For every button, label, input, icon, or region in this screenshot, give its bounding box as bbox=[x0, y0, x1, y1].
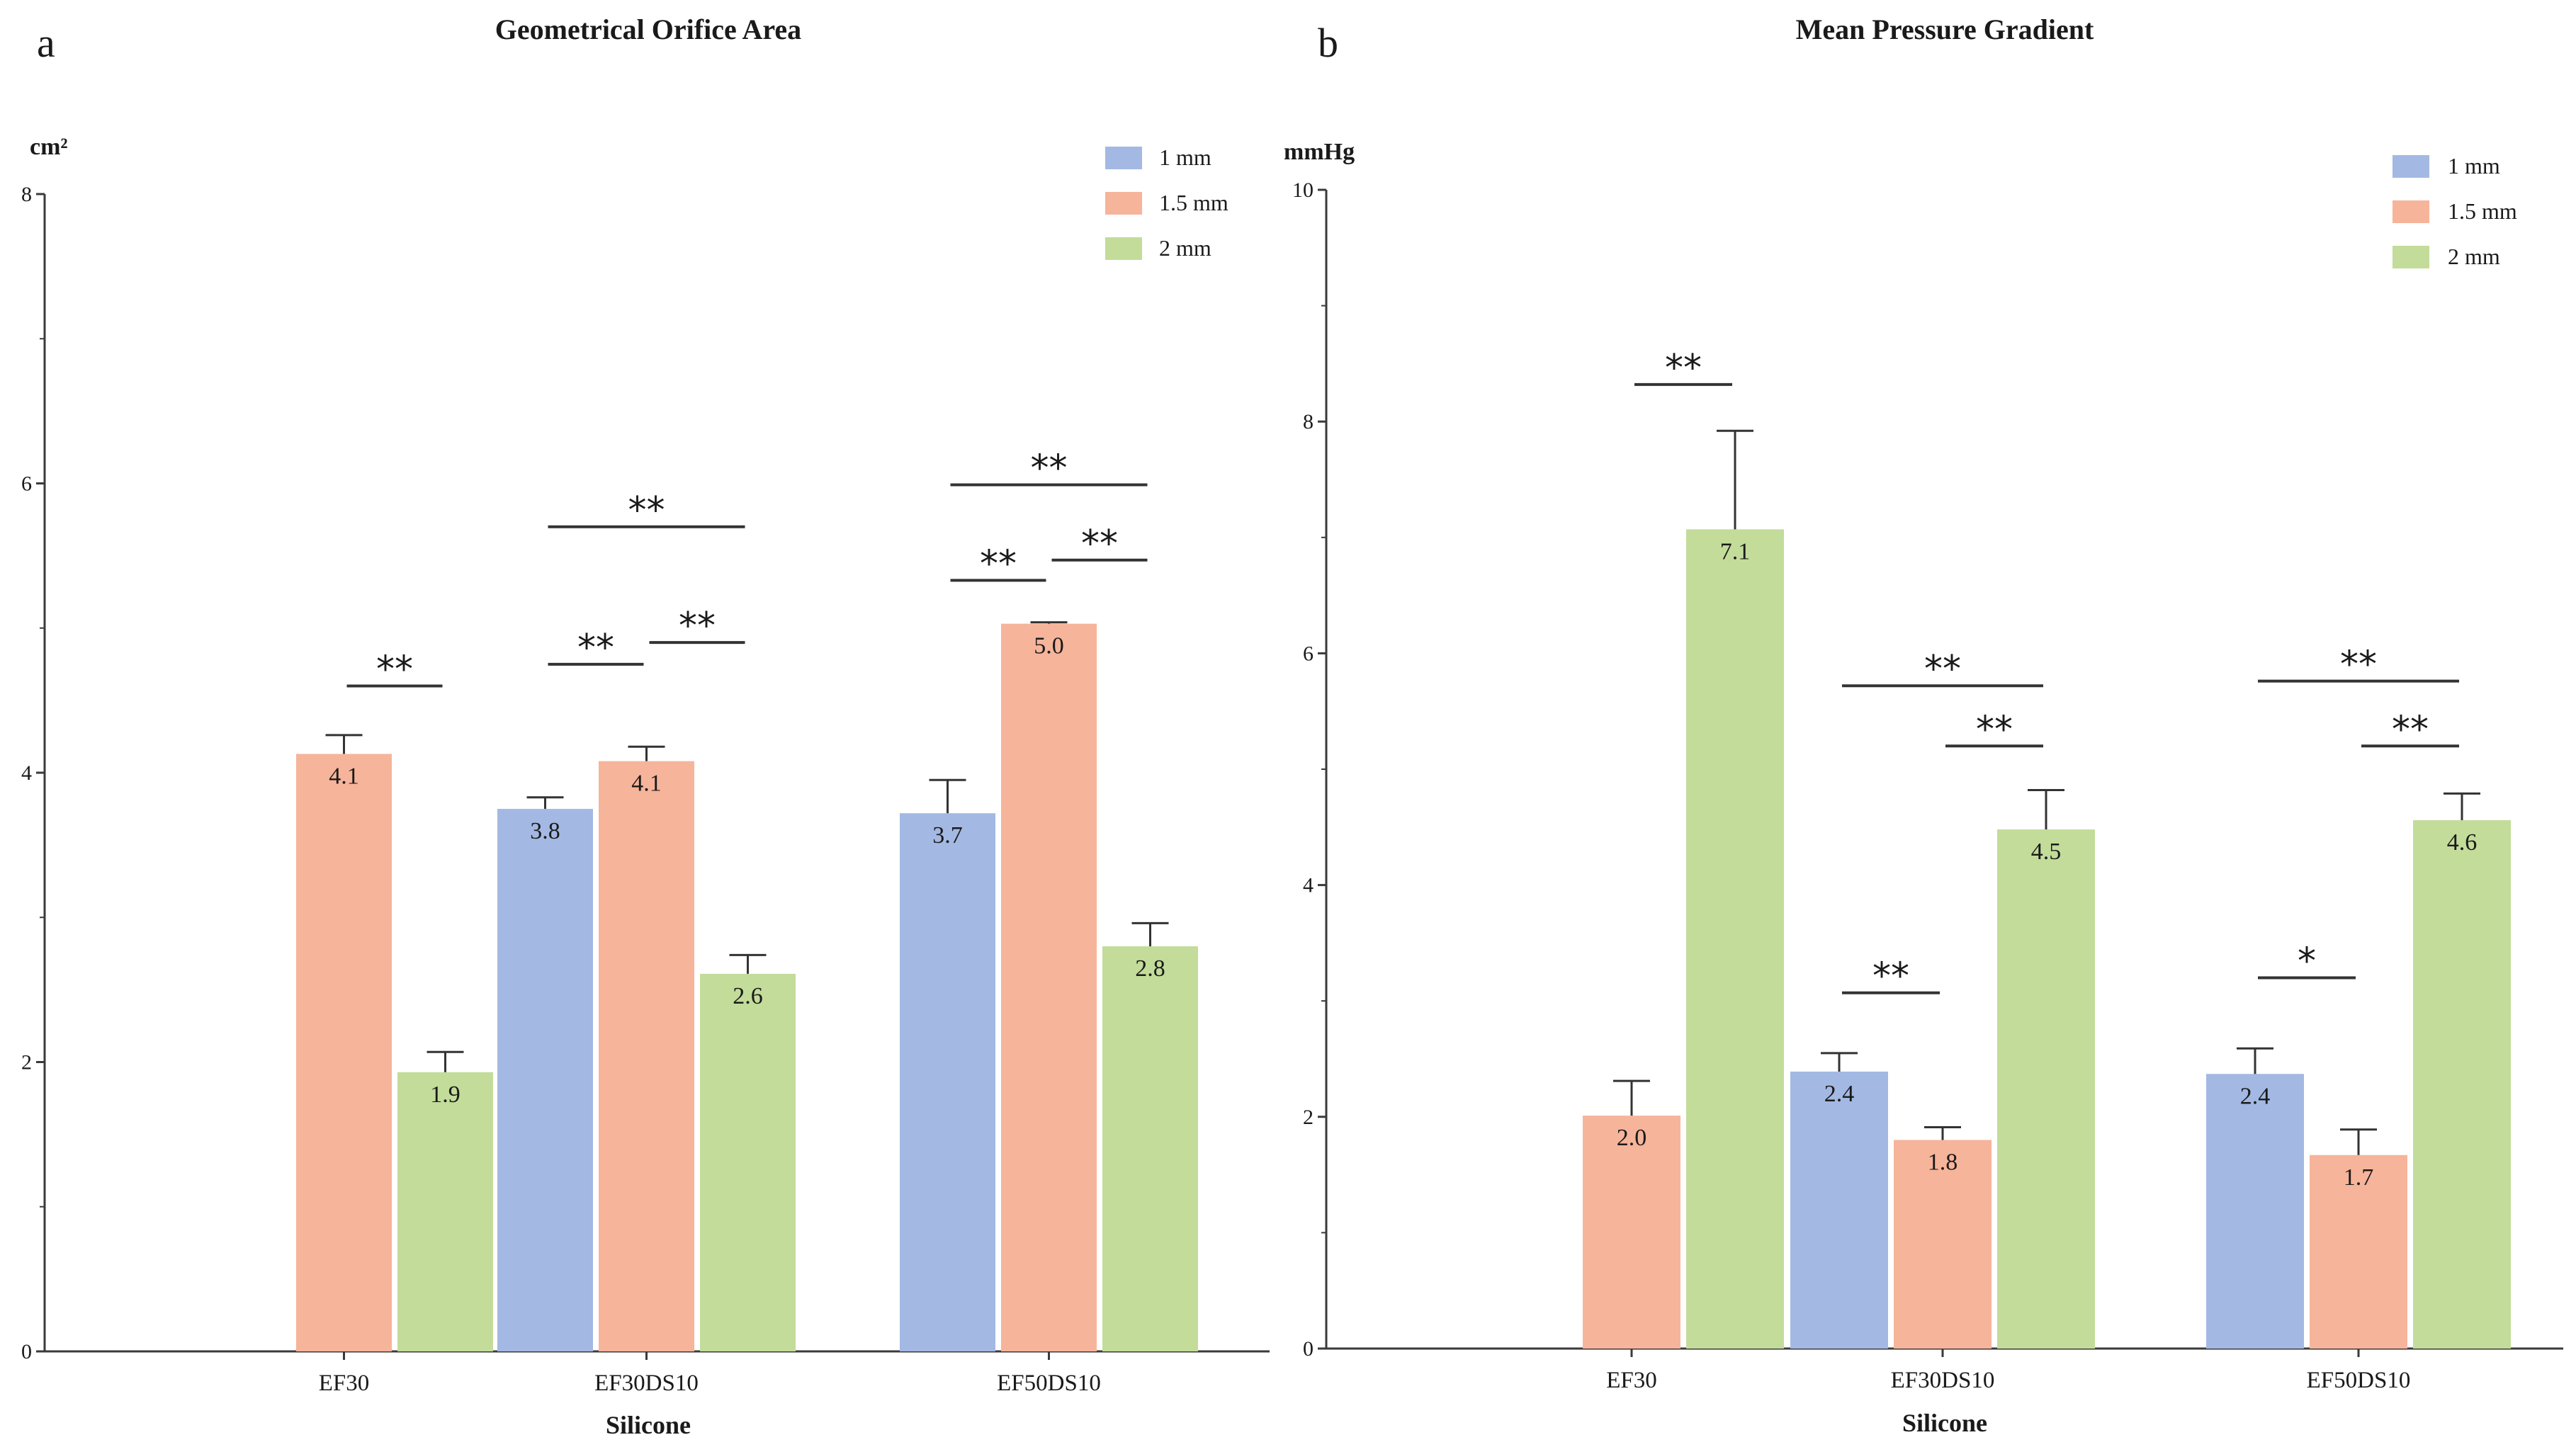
data-label: 3.8 bbox=[530, 818, 560, 844]
y-tick-label: 8 bbox=[1303, 410, 1314, 433]
bar bbox=[599, 761, 694, 1351]
significance-stars: ** bbox=[1872, 955, 1909, 998]
bar bbox=[700, 973, 796, 1351]
panel-b-xlabel: Silicone bbox=[1902, 1409, 1987, 1437]
bar bbox=[2310, 1154, 2407, 1349]
data-label: 1.9 bbox=[430, 1082, 461, 1108]
panel-a-plot: 0 2 4 6 8 EF30 EF30DS10 EF50DS10 3.8 3.7 4.1 4.1 5.0… bbox=[21, 144, 1270, 1396]
legend-label: 2 mm bbox=[2448, 244, 2500, 269]
significance-stars: ** bbox=[577, 627, 614, 669]
legend-label: 1 mm bbox=[1159, 144, 1211, 170]
data-label: 4.1 bbox=[631, 771, 662, 797]
significance-stars: ** bbox=[1924, 648, 1961, 691]
legend-label: 1.5 mm bbox=[2448, 198, 2517, 224]
data-label: 5.0 bbox=[1034, 633, 1064, 659]
data-label: 2.6 bbox=[733, 983, 763, 1009]
legend-label: 1.5 mm bbox=[1159, 190, 1228, 215]
x-tick-label: EF50DS10 bbox=[2307, 1368, 2411, 1393]
panel-b-unit: mmHg bbox=[1284, 139, 1355, 165]
panel-a-unit: cm² bbox=[30, 134, 68, 160]
data-label: 3.7 bbox=[932, 822, 963, 849]
panel-a-letter: a bbox=[37, 20, 55, 66]
data-label: 2.4 bbox=[2240, 1083, 2271, 1109]
bar bbox=[1102, 946, 1198, 1351]
data-label: 1.7 bbox=[2344, 1164, 2374, 1191]
bar bbox=[2206, 1074, 2304, 1349]
bar bbox=[1894, 1140, 1992, 1349]
significance-stars: ** bbox=[1031, 448, 1068, 490]
bar bbox=[2413, 819, 2511, 1349]
data-label: 4.5 bbox=[2031, 839, 2062, 865]
significance-stars: ** bbox=[679, 605, 716, 647]
significance-stars: ** bbox=[628, 489, 665, 532]
data-label: 4.6 bbox=[2447, 829, 2478, 856]
bar bbox=[1001, 623, 1097, 1351]
panel-a-title: Geometrical Orifice Area bbox=[495, 13, 801, 45]
x-tick-label: EF50DS10 bbox=[997, 1371, 1101, 1396]
y-tick-label: 4 bbox=[1303, 874, 1314, 897]
bar bbox=[1790, 1071, 1888, 1349]
significance-stars: ** bbox=[376, 648, 413, 691]
data-label: 2.0 bbox=[1617, 1125, 1647, 1151]
significance-stars: ** bbox=[2340, 644, 2377, 686]
x-tick-label: EF30DS10 bbox=[594, 1371, 699, 1396]
significance-stars: ** bbox=[1081, 523, 1118, 565]
x-tick-label: EF30 bbox=[1606, 1368, 1657, 1393]
data-label: 2.4 bbox=[1824, 1081, 1855, 1107]
significance-stars: ** bbox=[1665, 347, 1702, 390]
bar bbox=[497, 809, 593, 1351]
data-label: 2.8 bbox=[1135, 955, 1165, 982]
x-tick-label: EF30DS10 bbox=[1891, 1368, 1995, 1393]
bar bbox=[1686, 529, 1784, 1349]
y-tick-label: 4 bbox=[21, 761, 32, 785]
legend-swatch bbox=[1105, 237, 1142, 260]
y-tick-label: 2 bbox=[21, 1051, 32, 1074]
y-tick-label: 6 bbox=[21, 472, 32, 496]
y-tick-label: 6 bbox=[1303, 642, 1314, 665]
panel-b-plot: 0 2 4 6 8 10 EF30 EF30DS10 EF50DS10 2.4 2.4 2.0 1.8 1… bbox=[1292, 153, 2563, 1393]
bar bbox=[1997, 829, 2095, 1349]
y-tick-label: 0 bbox=[21, 1340, 32, 1363]
data-label: 7.1 bbox=[1720, 538, 1751, 564]
bar bbox=[900, 813, 995, 1351]
y-tick-label: 10 bbox=[1292, 178, 1314, 202]
significance-stars: ** bbox=[2392, 708, 2429, 751]
legend-swatch bbox=[2393, 200, 2429, 223]
data-label: 4.1 bbox=[329, 763, 359, 789]
legend-swatch bbox=[2393, 246, 2429, 268]
bar bbox=[1583, 1116, 1680, 1349]
panel-b-letter: b bbox=[1318, 20, 1338, 66]
panel-a-xlabel: Silicone bbox=[606, 1411, 691, 1439]
legend-swatch bbox=[1105, 192, 1142, 215]
data-label: 1.8 bbox=[1928, 1150, 1958, 1176]
significance-stars: * bbox=[2298, 940, 2316, 982]
significance-stars: ** bbox=[980, 543, 1017, 585]
bar bbox=[296, 754, 392, 1351]
legend-label: 1 mm bbox=[2448, 153, 2500, 178]
legend-swatch bbox=[2393, 155, 2429, 178]
panel-b-title: Mean Pressure Gradient bbox=[1796, 13, 2094, 45]
legend-swatch bbox=[1105, 147, 1142, 169]
y-tick-label: 0 bbox=[1303, 1337, 1314, 1361]
significance-stars: ** bbox=[1976, 708, 2013, 751]
bar bbox=[397, 1072, 493, 1351]
legend-label: 2 mm bbox=[1159, 235, 1211, 261]
x-tick-label: EF30 bbox=[319, 1371, 370, 1396]
y-tick-label: 8 bbox=[21, 183, 32, 206]
y-tick-label: 2 bbox=[1303, 1106, 1314, 1129]
